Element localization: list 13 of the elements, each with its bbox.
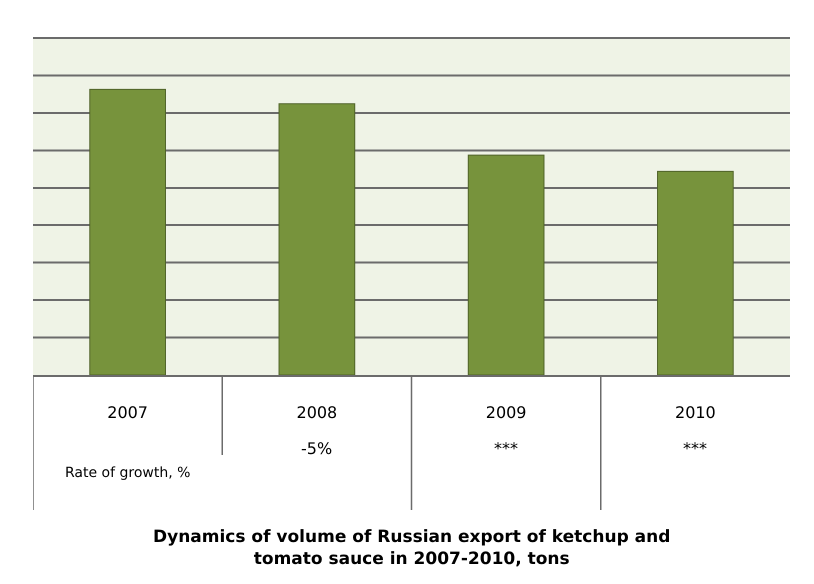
x-tick-label: 2009 xyxy=(486,402,526,422)
x-tick-label: 2008 xyxy=(296,402,338,422)
text: Rate of growth, % xyxy=(65,465,190,481)
x-tick-label: 2007 xyxy=(107,402,148,422)
text: Dynamics of volume of Russian export of ketchup and tomato sauce in 2007-2010, tons xyxy=(153,527,670,570)
text: -5% xyxy=(301,439,332,458)
bar xyxy=(278,103,356,375)
x-tick-label: 2010 xyxy=(675,402,716,422)
bar xyxy=(468,154,544,375)
text: *** xyxy=(494,439,518,458)
bar xyxy=(89,88,166,375)
text: *** xyxy=(683,439,707,458)
bar xyxy=(657,170,734,375)
